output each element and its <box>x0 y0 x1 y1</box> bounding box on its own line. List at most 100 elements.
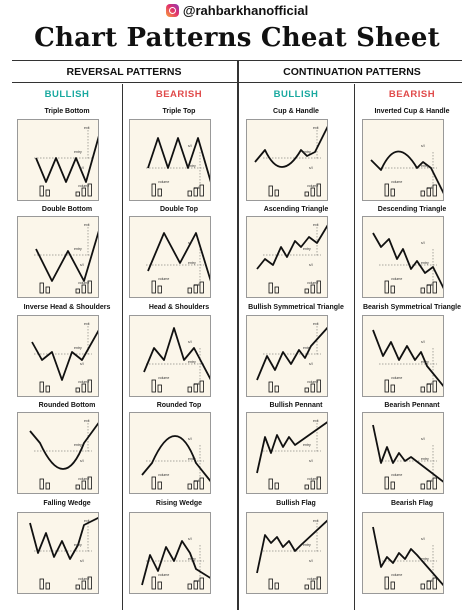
annotation-exit: exit <box>427 579 433 583</box>
pattern-panel: exit entry s/l volume <box>246 512 328 594</box>
annotation-entry: entry <box>421 164 429 168</box>
reversal-header: REVERSAL PATTERNS <box>66 66 182 78</box>
column-divider-left <box>122 84 123 610</box>
annotation-volume: volume <box>158 473 170 477</box>
annotation-volume: volume <box>391 180 403 184</box>
annotation-entry: entry <box>188 164 196 168</box>
pattern-panel: entry s/l exit volume <box>129 119 211 201</box>
annotation-entry: entry <box>188 557 196 561</box>
annotation-sl: s/l <box>80 459 84 463</box>
pattern-label: Bearish Flag <box>390 500 433 507</box>
annotation-entry: entry <box>303 150 311 154</box>
pattern-chart <box>370 150 443 197</box>
annotation-volume: volume <box>78 281 90 285</box>
annotation-entry: entry <box>303 543 311 547</box>
annotation-entry: entry <box>188 360 196 364</box>
annotation-entry: entry <box>74 150 82 154</box>
pattern-chart <box>256 224 327 294</box>
pattern-panel: entry s/l exit volume <box>362 315 444 397</box>
handle-text: @rahbarkhanofficial <box>182 3 309 18</box>
pattern-label: Rising Wedge <box>155 500 203 507</box>
annotation-entry: entry <box>74 443 82 447</box>
pattern-label: Falling Wedge <box>43 500 91 507</box>
instagram-icon <box>165 4 179 17</box>
annotation-sl: s/l <box>421 437 425 441</box>
page-title: Chart Patterns Cheat Sheet <box>34 23 440 53</box>
annotation-volume: volume <box>307 477 319 481</box>
column-label-continuation-bullish: BULLISH <box>273 89 319 100</box>
pattern-chart <box>372 232 443 294</box>
pattern-label: Bearish Pennant <box>384 402 440 409</box>
pattern-panel: entry s/l exit volume <box>129 216 211 298</box>
annotation-entry: entry <box>188 261 196 265</box>
annotation-sl: s/l <box>309 559 313 563</box>
pattern-label: Head & Shoulders <box>148 304 210 311</box>
pattern-label: Ascending Triangle <box>263 206 329 213</box>
annotation-volume: volume <box>78 577 90 581</box>
annotation-entry: entry <box>421 557 429 561</box>
center-divider <box>237 60 239 610</box>
pattern-chart <box>372 329 443 393</box>
pattern-label: Descending Triangle <box>377 206 447 213</box>
annotation-volume: volume <box>158 277 170 281</box>
annotation-exit: exit <box>194 579 200 583</box>
annotation-exit: exit <box>313 126 319 130</box>
pattern-label: Inverse Head & Shoulders <box>23 304 111 311</box>
annotation-volume: volume <box>307 577 319 581</box>
annotation-entry: entry <box>421 261 429 265</box>
annotation-volume: volume <box>307 281 319 285</box>
annotation-volume: volume <box>158 376 170 380</box>
pattern-chart <box>256 519 327 590</box>
annotation-exit: exit <box>313 519 319 523</box>
pattern-panel: exit entry s/l volume <box>246 412 328 494</box>
annotation-exit: exit <box>194 283 200 287</box>
annotation-sl: s/l <box>309 362 313 366</box>
pattern-label: Inverted Cup & Handle <box>374 108 450 115</box>
annotation-sl: s/l <box>309 263 313 267</box>
pattern-chart <box>256 326 327 393</box>
annotation-volume: volume <box>307 184 319 188</box>
pattern-panel: exit entry s/l volume <box>17 216 99 298</box>
annotation-entry: entry <box>303 247 311 251</box>
annotation-exit: exit <box>313 419 319 423</box>
pattern-chart <box>254 125 327 197</box>
annotation-exit: exit <box>313 322 319 326</box>
pattern-label: Bullish Flag <box>276 500 316 507</box>
pattern-chart <box>146 232 210 294</box>
instagram-handle: @rahbarkhanofficial <box>0 3 474 18</box>
column-label-reversal-bullish: BULLISH <box>44 89 90 100</box>
pattern-chart <box>372 526 443 590</box>
annotation-volume: volume <box>158 180 170 184</box>
pattern-chart <box>141 540 210 590</box>
annotation-volume: volume <box>78 380 90 384</box>
pattern-panel: exit entry s/l volume <box>17 315 99 397</box>
annotation-entry: entry <box>188 457 196 461</box>
annotation-volume: volume <box>307 380 319 384</box>
pattern-label: Rounded Top <box>156 402 202 409</box>
annotation-volume: volume <box>78 184 90 188</box>
pattern-label: Bearish Symmetrical Triangle <box>362 304 462 311</box>
pattern-chart <box>34 130 98 197</box>
pattern-chart <box>256 421 327 490</box>
pattern-panel: exit entry s/l volume <box>246 315 328 397</box>
annotation-sl: s/l <box>188 144 192 148</box>
pattern-label: Double Bottom <box>41 206 93 213</box>
annotation-sl: s/l <box>309 459 313 463</box>
pattern-chart <box>34 227 98 294</box>
pattern-chart <box>31 326 98 393</box>
annotation-exit: exit <box>84 322 90 326</box>
annotation-exit: exit <box>427 382 433 386</box>
annotation-exit: exit <box>427 479 433 483</box>
annotation-sl: s/l <box>80 559 84 563</box>
column-divider-right <box>354 84 355 610</box>
pattern-panel: exit entry s/l volume <box>246 216 328 298</box>
annotation-entry: entry <box>303 443 311 447</box>
annotation-exit: exit <box>84 419 90 423</box>
pattern-panel: exit entry s/l volume <box>246 119 328 201</box>
pattern-panel: entry s/l exit volume <box>362 512 444 594</box>
annotation-sl: s/l <box>188 241 192 245</box>
annotation-sl: s/l <box>421 241 425 245</box>
annotation-sl: s/l <box>80 362 84 366</box>
annotation-exit: exit <box>427 283 433 287</box>
pattern-panel: entry s/l exit volume <box>129 315 211 397</box>
